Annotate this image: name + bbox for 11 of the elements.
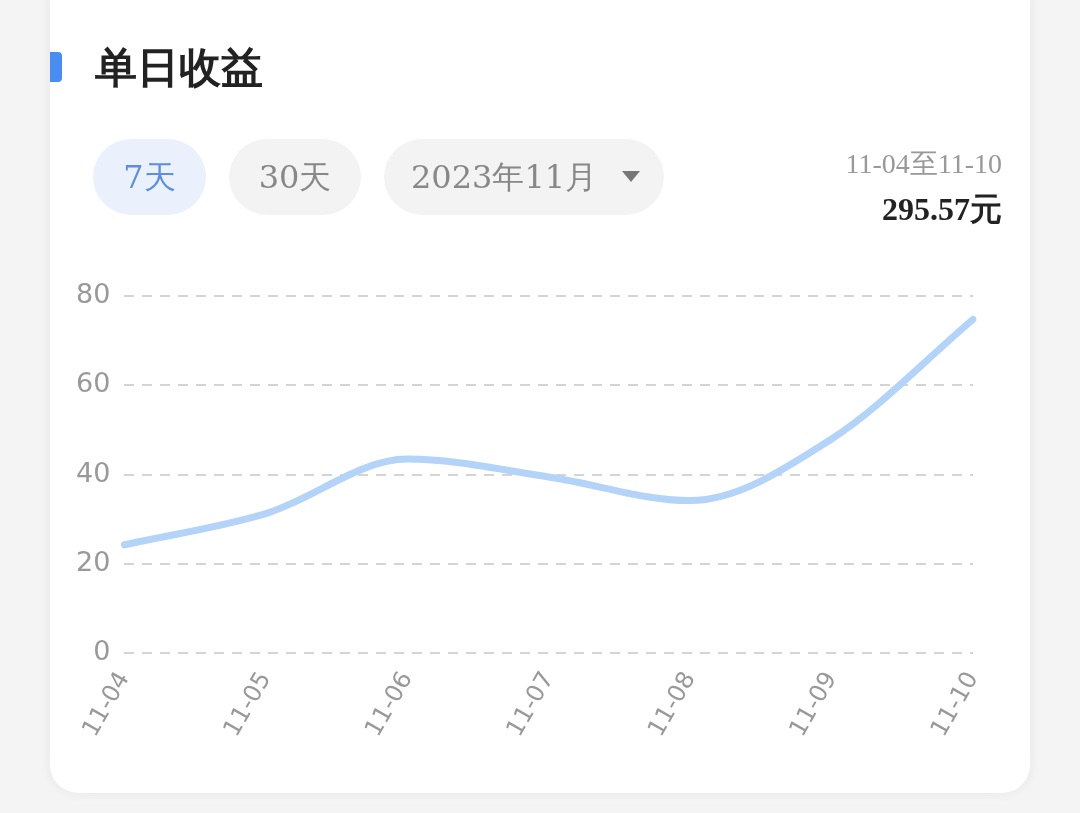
y-tick-label: 0 — [93, 635, 111, 667]
y-tick-label: 20 — [76, 545, 111, 577]
text: 7天 — [93, 139, 206, 215]
text: 11-04至11-10 — [845, 147, 1002, 181]
text: 30天 — [229, 139, 361, 215]
y-tick-label: 80 — [76, 278, 111, 310]
y-tick-label: 40 — [76, 456, 111, 488]
text: 2023年11月 — [411, 158, 598, 196]
chart-title: 单日收益 — [95, 42, 263, 94]
y-tick-label: 60 — [76, 367, 111, 399]
text: 295.57元 — [882, 190, 1002, 229]
